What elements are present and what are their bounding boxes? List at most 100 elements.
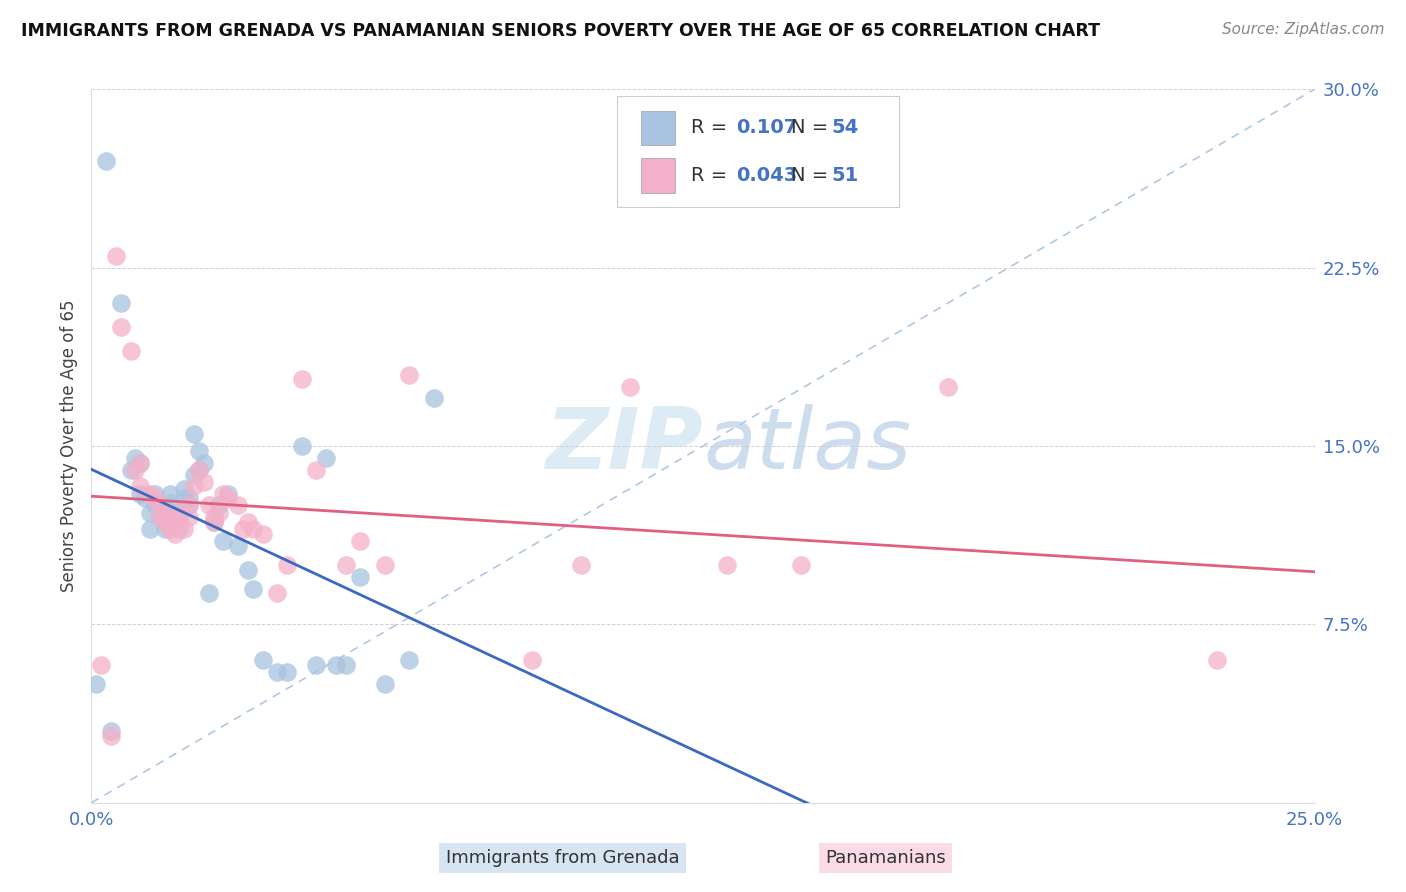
Point xyxy=(153,515,176,529)
Point xyxy=(226,499,249,513)
Point xyxy=(790,558,813,572)
Point xyxy=(139,522,162,536)
Point xyxy=(143,499,166,513)
Text: atlas: atlas xyxy=(703,404,911,488)
Point xyxy=(149,499,172,513)
Point xyxy=(173,491,195,506)
Point xyxy=(173,482,195,496)
Point xyxy=(1205,653,1227,667)
Point xyxy=(188,463,211,477)
Text: ZIP: ZIP xyxy=(546,404,703,488)
Point xyxy=(212,534,235,549)
Point xyxy=(163,506,186,520)
Text: Source: ZipAtlas.com: Source: ZipAtlas.com xyxy=(1222,22,1385,37)
Point xyxy=(207,506,229,520)
Point xyxy=(202,515,225,529)
Point xyxy=(252,653,274,667)
Point xyxy=(183,479,205,493)
Point xyxy=(173,522,195,536)
Point xyxy=(143,491,166,506)
Point xyxy=(134,491,156,506)
Point xyxy=(153,506,176,520)
Text: Panamanians: Panamanians xyxy=(825,849,946,867)
Point xyxy=(149,510,172,524)
Point xyxy=(207,499,229,513)
Point xyxy=(276,558,298,572)
Point xyxy=(169,506,191,520)
Point xyxy=(198,586,221,600)
Point xyxy=(423,392,446,406)
Point xyxy=(232,522,254,536)
Point xyxy=(266,586,288,600)
Point xyxy=(226,539,249,553)
Point xyxy=(159,486,181,500)
Point xyxy=(124,463,146,477)
Point xyxy=(94,153,117,168)
Point xyxy=(236,515,259,529)
Text: Immigrants from Grenada: Immigrants from Grenada xyxy=(446,849,679,867)
Point xyxy=(179,499,201,513)
Point xyxy=(217,486,239,500)
Text: R =: R = xyxy=(690,166,727,185)
Point xyxy=(325,657,347,672)
Point xyxy=(139,506,162,520)
Point xyxy=(193,475,215,489)
Point xyxy=(153,506,176,520)
FancyBboxPatch shape xyxy=(641,111,675,145)
FancyBboxPatch shape xyxy=(641,158,675,193)
Point xyxy=(266,665,288,679)
Text: IMMIGRANTS FROM GRENADA VS PANAMANIAN SENIORS POVERTY OVER THE AGE OF 65 CORRELA: IMMIGRANTS FROM GRENADA VS PANAMANIAN SE… xyxy=(21,22,1099,40)
Point xyxy=(193,456,215,470)
Point xyxy=(84,677,107,691)
Point xyxy=(291,372,314,386)
Point xyxy=(202,515,225,529)
FancyBboxPatch shape xyxy=(617,96,898,207)
Point xyxy=(143,486,166,500)
Point xyxy=(159,510,181,524)
Point xyxy=(398,368,420,382)
Point xyxy=(124,450,146,465)
Point xyxy=(198,499,221,513)
Point xyxy=(120,463,142,477)
Point xyxy=(159,515,181,529)
Point xyxy=(110,320,132,334)
Point xyxy=(159,496,181,510)
Point xyxy=(183,427,205,442)
Point xyxy=(619,379,641,393)
Point xyxy=(100,729,122,743)
Point xyxy=(374,558,396,572)
Point xyxy=(349,570,371,584)
Text: 0.107: 0.107 xyxy=(735,119,797,137)
Point xyxy=(252,527,274,541)
Point xyxy=(120,343,142,358)
Point xyxy=(188,443,211,458)
Text: N =: N = xyxy=(792,166,828,185)
Text: N =: N = xyxy=(792,119,828,137)
Point xyxy=(100,724,122,739)
Point xyxy=(104,249,127,263)
Point xyxy=(179,491,201,506)
Y-axis label: Seniors Poverty Over the Age of 65: Seniors Poverty Over the Age of 65 xyxy=(59,300,77,592)
Text: R =: R = xyxy=(690,119,727,137)
Point xyxy=(169,510,191,524)
Point xyxy=(305,657,328,672)
Point xyxy=(163,515,186,529)
Point xyxy=(236,563,259,577)
Point xyxy=(129,479,152,493)
Text: 54: 54 xyxy=(831,119,859,137)
Point xyxy=(242,582,264,596)
Point xyxy=(110,296,132,310)
Point xyxy=(149,499,172,513)
Point xyxy=(129,486,152,500)
Point xyxy=(202,510,225,524)
Point xyxy=(242,522,264,536)
Text: 0.043: 0.043 xyxy=(735,166,797,185)
Point xyxy=(169,522,191,536)
Point xyxy=(398,653,420,667)
Point xyxy=(335,558,357,572)
Point xyxy=(291,439,314,453)
Point xyxy=(139,486,162,500)
Point xyxy=(374,677,396,691)
Point xyxy=(90,657,112,672)
Point xyxy=(159,522,181,536)
